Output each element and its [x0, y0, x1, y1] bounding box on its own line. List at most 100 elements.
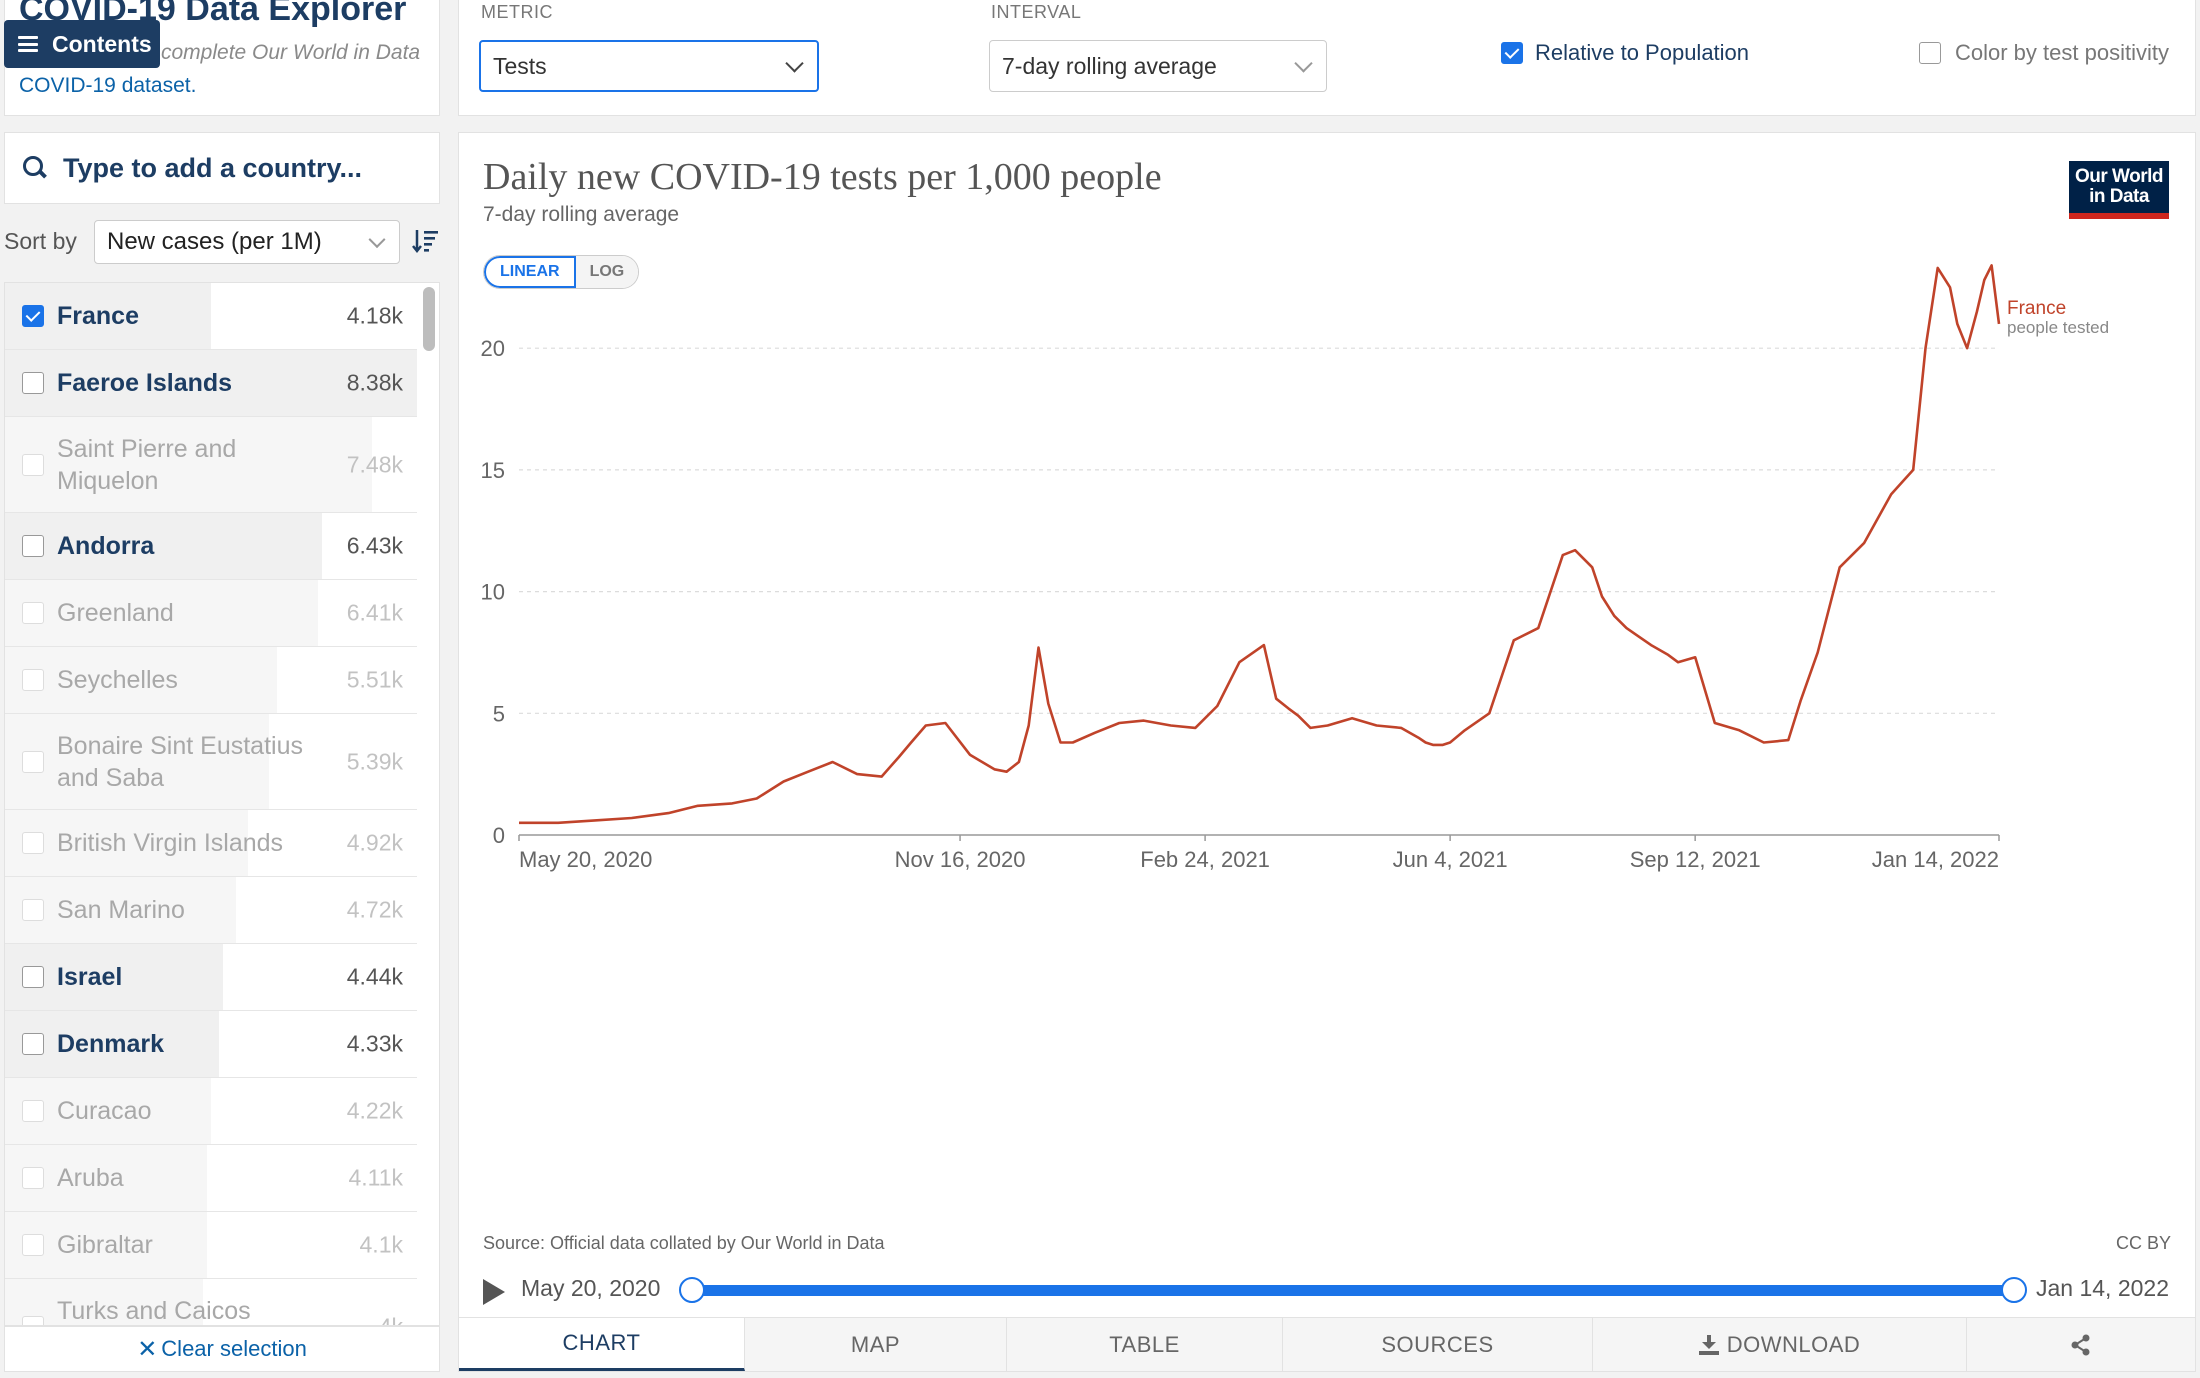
x-tick-label: May 20, 2020	[519, 847, 652, 872]
scale-toggle[interactable]: LINEAR LOG	[483, 255, 640, 289]
list-item[interactable]: Seychelles 5.51k	[5, 647, 417, 714]
list-item[interactable]: Israel 4.44k	[5, 944, 417, 1011]
country-name: Gibraltar	[57, 1231, 153, 1259]
interval-label: INTERVAL	[991, 2, 1082, 22]
list-item[interactable]: Turks and Caicos Islands 4k	[5, 1279, 417, 1325]
checkbox-unchecked-icon[interactable]	[22, 1033, 44, 1055]
country-value: 4.22k	[346, 1097, 403, 1124]
logo-line-1: Our World	[2074, 166, 2164, 187]
checkbox-unchecked-icon[interactable]	[22, 750, 44, 773]
logo-line-2: in Data	[2089, 186, 2149, 207]
checkbox-unchecked-icon[interactable]	[22, 966, 44, 988]
checkbox-unchecked-icon[interactable]	[22, 832, 44, 854]
y-tick-label: 15	[481, 458, 505, 483]
metric-value: Tests	[493, 52, 547, 79]
checkbox-unchecked-icon[interactable]	[22, 669, 44, 691]
timeline-end-handle[interactable]	[2001, 1277, 2027, 1303]
timeline-start: May 20, 2020	[521, 1275, 661, 1301]
list-item[interactable]: Greenland 6.41k	[5, 580, 417, 647]
country-name: Saint Pierre and Miquelon	[57, 434, 237, 495]
series-annotation: people tested	[2007, 318, 2109, 337]
checkbox-unchecked-icon[interactable]	[22, 1100, 44, 1122]
country-name: Turks and Caicos Islands	[57, 1296, 251, 1325]
series-line-france	[519, 264, 2001, 825]
x-tick-label: Jun 4, 2021	[1393, 847, 1508, 872]
tab-download[interactable]: DOWNLOAD	[1593, 1318, 1967, 1371]
timeline-start-handle[interactable]	[679, 1277, 705, 1303]
checkbox-unchecked-icon[interactable]	[1919, 42, 1941, 64]
checkbox-unchecked-icon[interactable]	[22, 535, 44, 557]
download-label: DOWNLOAD	[1726, 1331, 1861, 1357]
sort-label: Sort by	[4, 227, 77, 254]
checkbox-unchecked-icon[interactable]	[22, 899, 44, 921]
tab-map[interactable]: MAP	[745, 1318, 1007, 1371]
list-item[interactable]: Curacao 4.22k	[5, 1078, 417, 1145]
checkbox-unchecked-icon[interactable]	[22, 1315, 44, 1325]
checkbox-unchecked-icon[interactable]	[22, 372, 44, 394]
contents-label: Contents	[52, 30, 152, 57]
country-name: Andorra	[57, 532, 155, 560]
list-item[interactable]: Andorra 6.43k	[5, 513, 417, 580]
chart-panel: Daily new COVID-19 tests per 1,000 peopl…	[458, 132, 2196, 1372]
sort-select[interactable]: New cases (per 1M)	[94, 220, 400, 264]
country-value: 8.38k	[346, 369, 403, 396]
country-list: France 4.18k Faeroe Islands 8.38k Saint Pier…	[4, 282, 440, 1326]
value-bar	[5, 810, 249, 876]
metric-select[interactable]: Tests	[479, 40, 819, 92]
list-item[interactable]: France 4.18k	[5, 283, 417, 350]
checkbox-unchecked-icon[interactable]	[22, 1167, 44, 1189]
checkbox-checked-icon[interactable]	[1501, 42, 1523, 64]
positivity-label: Color by test positivity	[1955, 40, 2169, 65]
share-button[interactable]	[1967, 1318, 2195, 1371]
checkbox-unchecked-icon[interactable]	[22, 1234, 44, 1256]
country-value: 4.18k	[346, 302, 403, 329]
list-item[interactable]: Gibraltar 4.1k	[5, 1212, 417, 1279]
tab-sources[interactable]: SOURCES	[1283, 1318, 1593, 1371]
dataset-link[interactable]: COVID-19 dataset.	[19, 74, 197, 97]
list-item[interactable]: Bonaire Sint Eustatius and Saba 5.39k	[5, 714, 417, 810]
value-bar	[5, 647, 277, 713]
country-value: 4.11k	[348, 1164, 403, 1191]
app-subtitle: complete Our World in Data COVID-19 data…	[19, 36, 429, 102]
list-item[interactable]: San Marino 4.72k	[5, 877, 417, 944]
chevron-down-icon	[368, 231, 386, 249]
relative-population-toggle[interactable]: Relative to Population	[1501, 40, 1749, 66]
list-item[interactable]: Faeroe Islands 8.38k	[5, 350, 417, 417]
chevron-down-icon	[1294, 54, 1313, 73]
timeline-track[interactable]	[689, 1285, 2013, 1296]
tab-table[interactable]: TABLE	[1007, 1318, 1283, 1371]
clear-selection-button[interactable]: ✕ Clear selection	[4, 1326, 440, 1372]
log-scale-button[interactable]: LOG	[575, 256, 639, 288]
country-search[interactable]: Type to add a country...	[4, 132, 440, 204]
list-item[interactable]: Saint Pierre and Miquelon 7.48k	[5, 417, 417, 513]
license-label[interactable]: CC BY	[2115, 1233, 2171, 1253]
search-placeholder: Type to add a country...	[63, 152, 363, 183]
checkbox-checked-icon[interactable]	[22, 305, 44, 327]
color-positivity-toggle[interactable]: Color by test positivity	[1919, 40, 2169, 66]
country-value: 4.92k	[346, 829, 403, 856]
play-icon[interactable]	[483, 1279, 505, 1305]
list-item[interactable]: British Virgin Islands 4.92k	[5, 810, 417, 877]
source-note[interactable]: Source: Official data collated by Our Wo…	[483, 1233, 885, 1253]
list-item[interactable]: Aruba 4.11k	[5, 1145, 417, 1212]
interval-select[interactable]: 7-day rolling average	[989, 40, 1327, 92]
hamburger-icon	[18, 36, 38, 52]
sort-order-icon[interactable]	[412, 228, 440, 254]
list-item[interactable]: Denmark 4.33k	[5, 1011, 417, 1078]
scrollbar[interactable]	[423, 287, 435, 351]
sort-value: New cases (per 1M)	[107, 228, 322, 255]
series-label: France	[2007, 298, 2066, 319]
country-value: 6.43k	[346, 532, 403, 559]
tab-chart[interactable]: CHART	[459, 1318, 745, 1371]
linear-scale-button[interactable]: LINEAR	[484, 256, 576, 288]
checkbox-unchecked-icon[interactable]	[22, 602, 44, 624]
x-tick-label: Feb 24, 2021	[1140, 847, 1270, 872]
owid-logo[interactable]: Our World in Data	[2069, 161, 2169, 219]
country-value: 7.48k	[346, 451, 403, 477]
contents-button[interactable]: Contents	[4, 20, 160, 68]
checkbox-unchecked-icon[interactable]	[22, 453, 44, 476]
country-name: San Marino	[57, 896, 185, 924]
value-bar	[5, 417, 372, 512]
y-tick-label: 20	[481, 336, 505, 361]
line-chart[interactable]: 0 5 10 15 20 May 20, 2020 Nov 16, 2020 Feb 24, …	[459, 133, 2195, 1233]
